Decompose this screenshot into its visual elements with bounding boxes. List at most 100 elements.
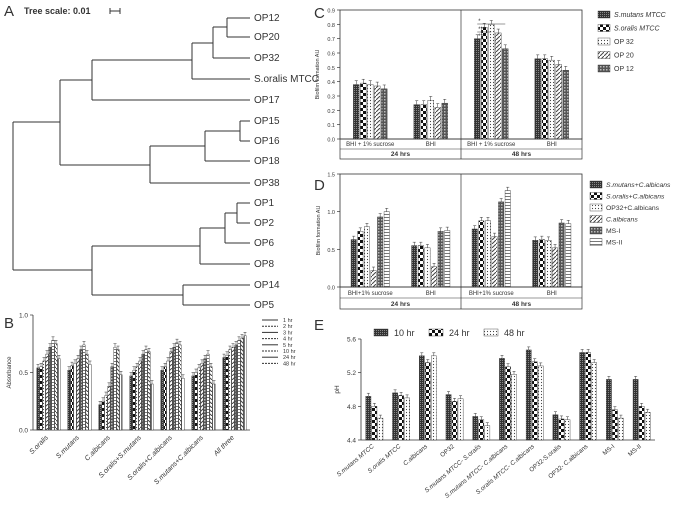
bar <box>525 349 532 441</box>
y-tick-label: 0.8 <box>327 23 335 29</box>
bar <box>485 220 491 288</box>
panel-a-label: A <box>4 3 14 20</box>
legend-label: MS-I <box>606 228 620 235</box>
bar <box>381 88 388 140</box>
x-tick-label: BHI <box>547 142 557 148</box>
bar <box>243 335 247 431</box>
y-axis-label: Biofilm formation AU <box>315 50 321 100</box>
bar <box>427 100 434 140</box>
bar <box>144 349 148 431</box>
bar <box>160 370 164 431</box>
bar <box>434 107 441 140</box>
legend-swatch <box>597 64 611 73</box>
bar <box>591 362 597 441</box>
legend-label: 48 hr <box>504 328 525 338</box>
leaf-label: OP1 <box>254 198 274 209</box>
panel-e-label: E <box>314 317 324 334</box>
bar <box>437 231 444 288</box>
bar <box>488 24 495 140</box>
bar <box>107 386 111 431</box>
bar <box>612 409 618 441</box>
legend-label: 3 hr <box>283 330 293 336</box>
bar <box>175 342 179 431</box>
bar <box>48 347 52 431</box>
legend-label: OP 32 <box>614 39 634 46</box>
bar <box>57 358 61 431</box>
bar <box>505 366 511 441</box>
leaf-label: OP38 <box>254 178 280 189</box>
bar <box>431 266 437 288</box>
tree-scale-bar <box>109 8 121 14</box>
legend-swatch <box>589 192 603 200</box>
bar <box>51 340 55 431</box>
legend-label: S.mutans MTCC <box>614 12 667 19</box>
bar <box>54 343 58 431</box>
group-label: 24 hrs <box>391 301 411 308</box>
y-tick-label: 0.5 <box>19 370 28 377</box>
category-box <box>339 138 583 160</box>
bar <box>172 347 176 431</box>
bar <box>537 365 544 441</box>
bar <box>478 419 485 441</box>
y-tick-label: 0.4 <box>327 80 335 86</box>
bar <box>350 239 357 288</box>
bar <box>135 366 139 431</box>
bar <box>491 236 498 288</box>
bar <box>147 351 151 431</box>
bar <box>504 190 511 288</box>
leaf-label: OP17 <box>254 95 280 106</box>
bar <box>552 247 558 288</box>
leaf-label: OP2 <box>254 218 274 229</box>
bar <box>138 360 142 431</box>
x-tick-label: MS-II <box>627 443 643 458</box>
bar <box>166 360 170 431</box>
legend-label: 24 hr <box>449 328 470 338</box>
y-tick-label: 5.6 <box>347 337 356 344</box>
bar <box>212 383 216 431</box>
x-tick-label: BHI + 1% sucrose <box>467 142 516 148</box>
bar <box>632 379 639 441</box>
bar <box>638 406 645 441</box>
tree-scale-label: Tree scale: 0.01 <box>24 6 91 16</box>
bar <box>150 383 154 431</box>
x-tick-label: S.oralis <box>28 434 50 456</box>
bar <box>178 344 182 431</box>
legend-swatch <box>589 180 603 189</box>
x-tick-label: C.albicans <box>84 434 112 462</box>
leaf-label: OP5 <box>254 300 274 311</box>
bar <box>36 367 40 431</box>
group-label: 48 hrs <box>512 151 532 158</box>
x-tick-label: BHI+1% sucrose <box>469 291 515 297</box>
legend-label: C.albicans <box>606 217 638 224</box>
bar <box>445 394 452 441</box>
bar <box>39 366 43 431</box>
y-tick-label: 1.5 <box>327 173 335 179</box>
leaf-label: OP8 <box>254 259 274 270</box>
legend-label: OP32+C.albicans <box>606 205 660 212</box>
bar <box>228 349 232 431</box>
bar <box>234 344 238 431</box>
legend-label: OP 20 <box>614 53 634 60</box>
bar <box>222 357 226 431</box>
legend-label: 10 hr <box>394 328 415 338</box>
bar <box>194 372 198 431</box>
bar <box>478 220 485 288</box>
legend-swatch <box>597 10 611 19</box>
bar <box>538 239 545 288</box>
bar <box>471 228 478 288</box>
y-tick-label: 4.4 <box>347 438 356 445</box>
bar <box>104 395 108 431</box>
bar <box>441 102 448 140</box>
bar <box>240 337 244 431</box>
bar <box>206 353 210 431</box>
y-axis-label: Absorbance <box>7 356 13 389</box>
bar <box>237 340 241 431</box>
bar <box>502 48 509 140</box>
bar <box>457 398 464 441</box>
x-tick-label: MS-I <box>602 443 617 457</box>
bar <box>119 374 123 431</box>
legend-label: 1 hr <box>283 318 293 324</box>
legend-label: S.oralis MTCC <box>614 26 660 33</box>
